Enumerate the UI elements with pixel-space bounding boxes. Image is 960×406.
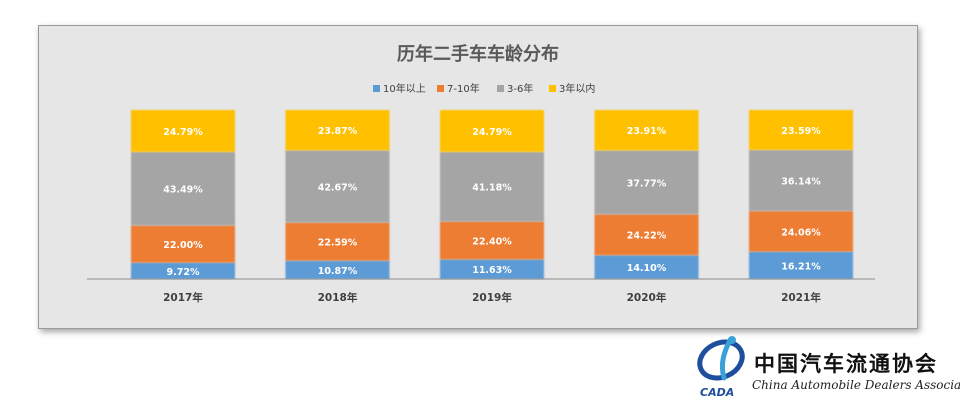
legend-label-0: 10年以上	[383, 82, 426, 95]
x-tick-label-0: 2017年	[163, 291, 203, 304]
bar-segment-0-1	[131, 225, 235, 263]
data-label-0-0: 9.72%	[167, 267, 200, 278]
data-label-2-3: 24.79%	[472, 127, 512, 138]
bar-segment-4-2	[749, 149, 853, 211]
bar-segment-0-3	[131, 110, 235, 152]
bar-segment-3-3	[594, 110, 699, 151]
legend-swatch-3	[549, 85, 556, 92]
x-tick-label-2: 2019年	[472, 291, 512, 304]
data-label-4-0: 16.21%	[781, 261, 821, 272]
legend-swatch-2	[497, 85, 504, 92]
data-label-0-3: 24.79%	[163, 127, 203, 138]
bar-plot-area: 9.72% 22.00% 43.49% 24.79% 10.87% 22.59% 42.67…	[131, 110, 853, 279]
bar-segment-3-0	[594, 255, 699, 279]
data-label-2-0: 11.63%	[472, 265, 512, 276]
legend-swatch-0	[373, 85, 380, 92]
bar-segment-1-1	[285, 222, 390, 261]
cada-emblem-icon: CADA	[697, 336, 745, 399]
data-label-4-3: 23.59%	[781, 126, 821, 137]
x-tick-label-1: 2018年	[318, 291, 358, 304]
bar-segment-2-2	[440, 151, 544, 222]
x-tick-label-4: 2021年	[781, 291, 821, 304]
bar-segment-1-2	[285, 150, 390, 223]
x-axis-tick-labels: 2017年 2018年 2019年 2020年 2021年	[163, 291, 821, 304]
cada-logo: CADA 中国汽车流通协会 China Automobile Dealers A…	[694, 334, 960, 402]
data-label-0-2: 43.49%	[163, 185, 203, 196]
bar-segment-2-3	[440, 110, 544, 152]
logo-abbr: CADA	[700, 386, 734, 399]
data-label-1-2: 42.67%	[318, 182, 358, 193]
bar-segment-4-3	[749, 110, 853, 150]
bar-segment-2-0	[440, 259, 544, 279]
bar-segment-4-0	[749, 251, 853, 279]
data-label-0-1: 22.00%	[163, 240, 203, 251]
chart-legend: 10年以上 7-10年 3-6年 3年以内	[373, 82, 595, 95]
data-label-4-2: 36.14%	[781, 176, 821, 187]
chart-canvas: 历年二手车车龄分布 10年以上 7-10年 3-6年 3年以内 9.72% 22.00%…	[87, 43, 875, 304]
data-label-1-1: 22.59%	[318, 238, 358, 249]
legend-label-3: 3年以内	[559, 82, 595, 95]
data-label-1-3: 23.87%	[318, 126, 358, 137]
x-tick-label-3: 2020年	[627, 291, 667, 304]
data-label-3-1: 24.22%	[627, 231, 667, 242]
bar-segment-1-3	[285, 110, 390, 151]
data-label-3-3: 23.91%	[627, 126, 667, 137]
bar-segment-0-0	[131, 262, 235, 279]
logo-chinese-name: 中国汽车流通协会	[754, 351, 938, 376]
legend-label-2: 3-6年	[507, 82, 533, 95]
data-label-2-1: 22.40%	[472, 236, 512, 247]
data-label-3-2: 37.77%	[627, 178, 667, 189]
legend-swatch-1	[437, 85, 444, 92]
chart-frame: 历年二手车车龄分布 10年以上 7-10年 3-6年 3年以内 9.72% 22.00%…	[38, 25, 918, 329]
bar-segment-4-1	[749, 210, 853, 252]
chart-title: 历年二手车车龄分布	[397, 43, 559, 65]
logo-english-name: China Automobile Dealers Association	[752, 378, 960, 392]
bar-segment-1-0	[285, 260, 390, 279]
bar-segment-0-2	[131, 151, 235, 226]
bar-segment-2-1	[440, 221, 544, 260]
bar-segment-3-2	[594, 150, 699, 215]
data-label-3-0: 14.10%	[627, 263, 667, 274]
data-label-1-0: 10.87%	[318, 266, 358, 277]
bar-segment-3-1	[594, 214, 699, 256]
data-label-2-2: 41.18%	[472, 183, 512, 194]
data-label-4-1: 24.06%	[781, 227, 821, 238]
legend-label-1: 7-10年	[447, 82, 480, 95]
